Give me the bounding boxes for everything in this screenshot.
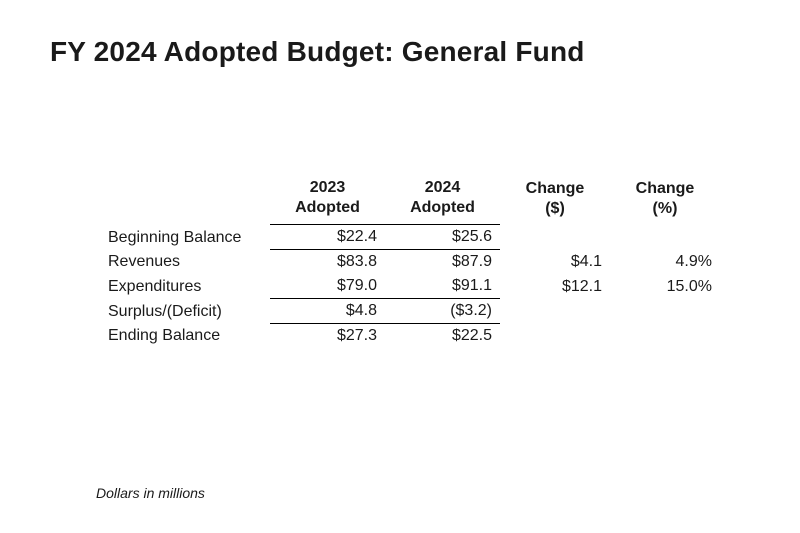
- slide: FY 2024 Adopted Budget: General Fund 202…: [0, 0, 800, 533]
- table-row: Ending Balance $27.3 $22.5: [100, 324, 720, 349]
- col-header-change-pct: Change (%): [610, 178, 720, 225]
- cell-value: $22.5: [385, 324, 500, 349]
- cell-value: $12.1: [500, 274, 610, 299]
- cell-value: [610, 324, 720, 349]
- col-header-line1: 2023: [310, 179, 346, 196]
- table-row: Revenues $83.8 $87.9 $4.1 4.9%: [100, 250, 720, 275]
- col-header-line1: Change: [526, 180, 585, 197]
- row-label: Beginning Balance: [100, 225, 270, 250]
- table-row: Beginning Balance $22.4 $25.6: [100, 225, 720, 250]
- table-row: Surplus/(Deficit) $4.8 ($3.2): [100, 299, 720, 324]
- row-label: Revenues: [100, 250, 270, 275]
- cell-value: $22.4: [270, 225, 385, 250]
- col-header-line1: Change: [636, 180, 695, 197]
- col-header-line2: Adopted: [410, 199, 475, 216]
- cell-value: ($3.2): [385, 299, 500, 324]
- table-header-row: 2023 Adopted 2024 Adopted Change ($) Cha…: [100, 178, 720, 225]
- col-header-line2: Adopted: [295, 199, 360, 216]
- cell-value: $25.6: [385, 225, 500, 250]
- footnote: Dollars in millions: [96, 485, 205, 501]
- cell-value: $79.0: [270, 274, 385, 299]
- budget-table: 2023 Adopted 2024 Adopted Change ($) Cha…: [100, 178, 720, 348]
- col-header-line2: ($): [545, 200, 565, 217]
- cell-value: [500, 299, 610, 324]
- cell-value: [500, 324, 610, 349]
- cell-value: $27.3: [270, 324, 385, 349]
- col-header-line2: (%): [653, 200, 678, 217]
- table-row: Expenditures $79.0 $91.1 $12.1 15.0%: [100, 274, 720, 299]
- cell-value: 4.9%: [610, 250, 720, 275]
- cell-value: [610, 225, 720, 250]
- row-label: Expenditures: [100, 274, 270, 299]
- row-label: Ending Balance: [100, 324, 270, 349]
- cell-value: [500, 225, 610, 250]
- col-header-change-dollars: Change ($): [500, 178, 610, 225]
- cell-value: $87.9: [385, 250, 500, 275]
- col-header-line1: 2024: [425, 179, 461, 196]
- col-header-2023: 2023 Adopted: [270, 178, 385, 225]
- col-header-2024: 2024 Adopted: [385, 178, 500, 225]
- page-title: FY 2024 Adopted Budget: General Fund: [50, 36, 750, 68]
- cell-value: 15.0%: [610, 274, 720, 299]
- cell-value: $4.8: [270, 299, 385, 324]
- cell-value: $83.8: [270, 250, 385, 275]
- cell-value: $91.1: [385, 274, 500, 299]
- col-header-blank: [100, 178, 270, 225]
- row-label: Surplus/(Deficit): [100, 299, 270, 324]
- cell-value: [610, 299, 720, 324]
- cell-value: $4.1: [500, 250, 610, 275]
